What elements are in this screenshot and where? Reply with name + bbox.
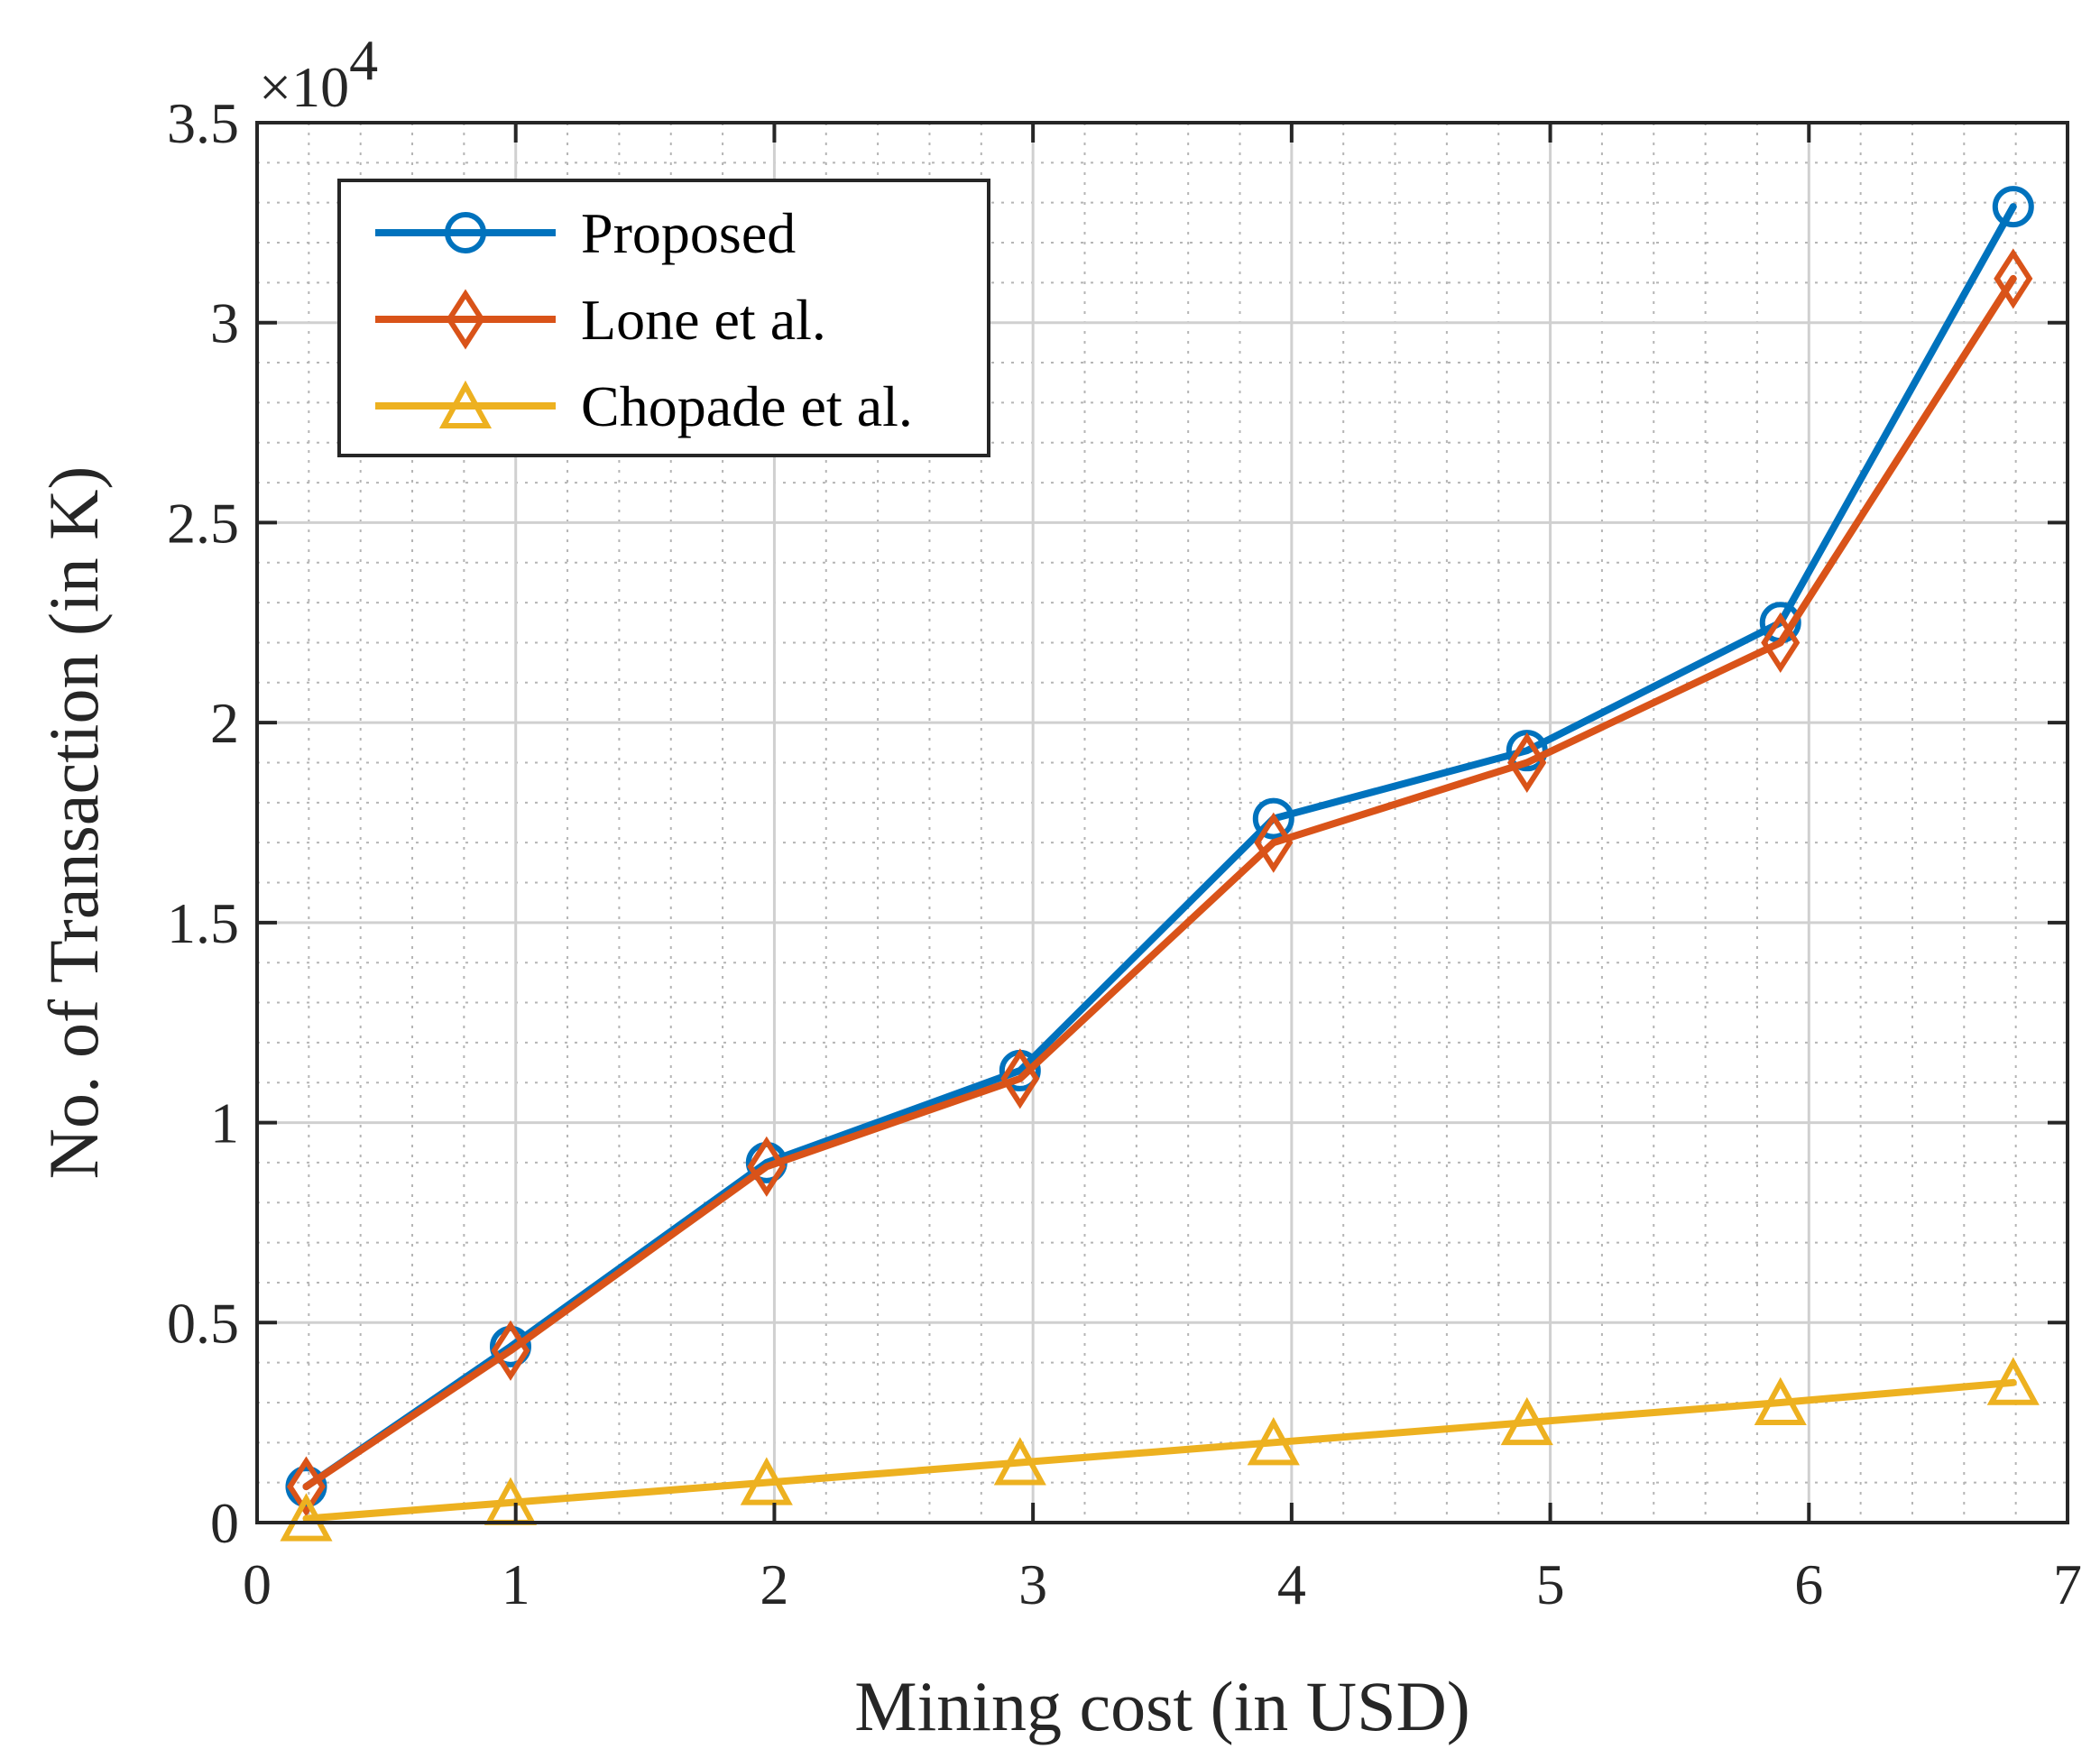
x-tick-label: 5	[1536, 1552, 1565, 1616]
data-point	[280, 1493, 333, 1542]
y-axis-title: No. of Transaction (in K)	[34, 466, 113, 1180]
data-point	[1754, 1376, 1807, 1425]
data-point	[1254, 812, 1294, 873]
y-tick-label: 2	[210, 691, 239, 755]
series-lone-et-al	[286, 248, 2033, 1517]
axis-ticks	[255, 121, 2069, 1524]
legend-label: Chopade et al.	[581, 374, 913, 438]
legend-marker	[438, 380, 493, 428]
legend-entry: Lone et al.	[375, 288, 826, 352]
series-line	[302, 274, 2017, 1491]
data-point	[1252, 797, 1294, 840]
data-point	[1247, 1417, 1300, 1466]
data-point	[993, 1437, 1046, 1486]
y-tick-label: 1.5	[167, 891, 239, 955]
data-point	[1500, 1396, 1553, 1446]
y-tick-label: 3	[210, 291, 239, 355]
y-axis-multiplier-base: ×10	[259, 55, 349, 119]
legend-entry: Chopade et al.	[375, 374, 913, 438]
x-tick-label: 4	[1277, 1552, 1306, 1616]
y-tick-label: 0.5	[167, 1291, 239, 1355]
x-tick-label: 7	[2053, 1552, 2082, 1616]
legend-label: Proposed	[581, 201, 796, 265]
data-point	[740, 1457, 793, 1505]
legend-entry: Proposed	[375, 201, 796, 265]
y-axis-multiplier: ×104	[259, 28, 378, 119]
x-tick-label: 0	[243, 1552, 272, 1616]
data-point	[1986, 1357, 2040, 1405]
x-tick-label: 6	[1794, 1552, 1823, 1616]
data-point	[1761, 612, 1801, 674]
data-point	[1994, 248, 2033, 309]
x-axis-title: Mining cost (in USD)	[854, 1667, 1470, 1745]
series-chopade-et-al	[280, 1357, 2040, 1542]
plot-frame	[255, 121, 2069, 1524]
y-tick-label: 3.5	[167, 91, 239, 155]
x-tick-label: 1	[502, 1552, 530, 1616]
data-point	[747, 1136, 787, 1197]
y-axis-multiplier-exponent: 4	[349, 28, 378, 92]
tick-labels: 0 1 2 3 4 5 6 7 0 0.5 1 1.5 2 2.5 3 3.5	[167, 91, 2082, 1616]
x-tick-label: 2	[760, 1552, 788, 1616]
x-tick-label: 3	[1018, 1552, 1047, 1616]
legend-label: Lone et al.	[581, 288, 826, 352]
legend-marker	[446, 289, 485, 350]
legend-marker	[445, 212, 486, 253]
data-point	[286, 1456, 327, 1517]
y-tick-label: 2.5	[167, 491, 239, 555]
legend: Proposed Lone et al. Chopade et al.	[337, 179, 990, 457]
data-point	[491, 1320, 530, 1381]
y-tick-label: 0	[210, 1491, 239, 1555]
y-tick-label: 1	[210, 1091, 239, 1155]
data-point	[1000, 1048, 1040, 1109]
series-line	[302, 1378, 2017, 1523]
data-point	[1992, 186, 2034, 228]
data-point	[1507, 732, 1547, 794]
series-layer	[280, 186, 2040, 1542]
